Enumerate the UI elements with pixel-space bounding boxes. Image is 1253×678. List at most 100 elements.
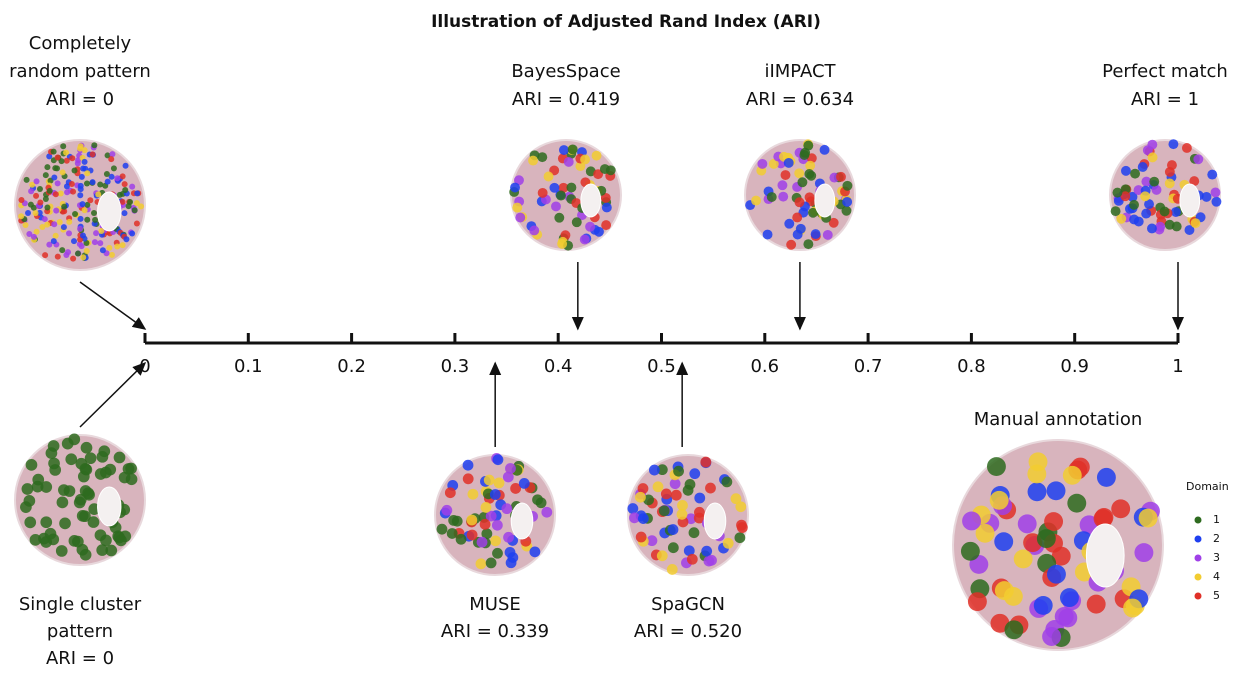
tissue-spot — [688, 527, 700, 539]
tissue-spot — [1140, 191, 1151, 202]
tissue-spot — [656, 550, 668, 562]
tissue-spot — [1017, 514, 1037, 534]
tissue-spot — [52, 165, 59, 172]
tissue-spot — [96, 450, 109, 463]
tissue-spot — [52, 232, 59, 239]
tissue-spot — [33, 178, 40, 185]
tissue-spot — [77, 225, 84, 232]
tissue-spot — [1086, 594, 1106, 614]
tissue-spot — [585, 221, 596, 232]
tissue-spot — [627, 503, 639, 514]
tissue-spot — [558, 145, 569, 155]
tissue-spot — [1133, 185, 1144, 196]
tissue-spot — [97, 181, 104, 188]
tissue-spot — [77, 215, 84, 222]
tissue-spot — [1116, 213, 1127, 224]
tissue-spot — [76, 241, 83, 248]
tissue-spot — [134, 190, 141, 197]
tissue-spot — [455, 533, 467, 545]
tissue-spot — [694, 492, 706, 504]
tissue-spot — [23, 176, 30, 183]
tissue-spot — [95, 191, 102, 198]
tissue-spot — [66, 218, 73, 225]
tissue-spot — [84, 216, 91, 223]
tissue-spot — [1036, 529, 1056, 549]
ari-label: ARI = 0.419 — [512, 89, 620, 110]
tissue-spot — [783, 157, 794, 168]
tissue-spot — [1193, 154, 1204, 165]
tissue-spot — [1207, 169, 1218, 180]
tissue-spot — [485, 557, 497, 569]
tissue-spot — [89, 151, 96, 158]
legend-label: 5 — [1213, 589, 1220, 602]
tissue-spot — [567, 144, 578, 155]
legend-label: 4 — [1213, 570, 1220, 583]
tissue-spot — [29, 533, 42, 546]
tissue-spot — [68, 180, 75, 187]
tissue-spot — [660, 488, 672, 500]
tissue-spot — [59, 169, 66, 176]
ari-label: ARI = 0 — [46, 648, 114, 669]
tissue-spot — [648, 464, 660, 476]
tissue-spot — [436, 523, 448, 535]
method-name: Completely — [29, 33, 132, 54]
tissue-spot — [667, 524, 679, 535]
tissue-spot — [122, 162, 129, 169]
tissue-spot — [593, 169, 604, 180]
tissue-feature — [97, 486, 122, 527]
tissue-spot — [842, 180, 853, 191]
tissue-spot — [46, 241, 53, 248]
tissue-spot — [658, 505, 670, 517]
tissue-spot — [1151, 184, 1162, 195]
tissue-spot — [501, 503, 513, 515]
tissue-spot — [637, 483, 649, 494]
tissue-spot — [40, 516, 53, 529]
tissue-spot — [806, 153, 817, 164]
tissue-spot — [960, 541, 980, 561]
tissue-spot — [33, 228, 40, 235]
legend-swatch — [1194, 554, 1202, 562]
tissue-spot — [529, 225, 540, 236]
tissue-spot — [828, 217, 839, 228]
tissue-spot — [1164, 178, 1175, 189]
tissue-spot — [71, 167, 78, 174]
tissue-spot — [518, 477, 530, 489]
tissue-spot — [71, 238, 78, 245]
tissue-spot — [557, 238, 568, 249]
tissue-spot — [94, 468, 107, 480]
tissue-spot — [39, 224, 46, 231]
tissue-spot — [768, 158, 779, 169]
tissue-spot — [757, 158, 768, 169]
tissue-spot — [666, 564, 678, 575]
method-name: BayesSpace — [511, 61, 620, 82]
method-name: pattern — [47, 621, 113, 642]
tissue-spot — [784, 218, 795, 229]
tissue-spot — [735, 501, 747, 513]
tissue-spot — [36, 186, 43, 193]
tissue-spot — [836, 171, 846, 182]
tissue-spot — [61, 437, 74, 450]
tissue-spot — [1094, 507, 1114, 527]
tissue-spot — [64, 249, 71, 256]
tissue-spot — [87, 197, 94, 204]
reference-label: Manual annotation — [974, 409, 1143, 430]
tissue-spot — [122, 186, 129, 193]
tissue-spot — [667, 542, 679, 554]
tissue-spot — [54, 253, 61, 260]
tissue-spot — [563, 156, 574, 167]
tissue-spot — [44, 221, 51, 228]
tissue-spot — [129, 230, 136, 237]
tissue-spot — [81, 158, 88, 165]
tissue-spot — [133, 220, 140, 227]
tissue-spot — [22, 221, 29, 228]
tissue-spot — [466, 514, 478, 526]
tissue-spot — [794, 168, 805, 179]
tissue-spot — [1138, 508, 1158, 528]
tissue-spot — [64, 189, 71, 196]
tissue-spot — [110, 165, 117, 172]
tissue-spot — [797, 177, 808, 188]
tissue-spot — [1201, 191, 1212, 202]
tissue-spot — [806, 170, 817, 181]
tissue-spot — [475, 558, 487, 570]
tissue-spot — [32, 210, 39, 217]
